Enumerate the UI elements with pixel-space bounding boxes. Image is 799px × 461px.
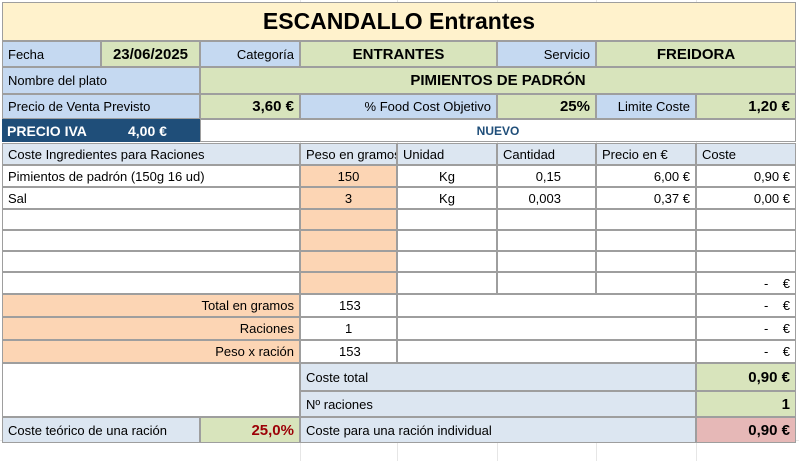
col-header-unidad: Unidad xyxy=(397,143,497,165)
precio-cell[interactable]: 0,37 € xyxy=(596,187,696,209)
col-header-cantidad: Cantidad xyxy=(497,143,596,165)
col-header-precio: Precio en € xyxy=(596,143,696,165)
cantidad-cell[interactable]: 0,003 xyxy=(497,187,596,209)
ingrediente-cell[interactable] xyxy=(2,251,300,272)
limite-value[interactable]: 1,20 € xyxy=(696,94,796,119)
servicio-value[interactable]: FREIDORA xyxy=(596,41,796,67)
coste-teorico-value: 25,0% xyxy=(200,417,300,443)
spacer-cell xyxy=(397,317,696,340)
peso-cell[interactable] xyxy=(300,272,397,294)
nuevo-label: NUEVO xyxy=(200,119,796,142)
ingrediente-cell[interactable] xyxy=(2,209,300,230)
cantidad-cell[interactable] xyxy=(497,272,596,294)
coste-cell xyxy=(696,209,796,230)
page-title: ESCANDALLO Entrantes xyxy=(2,2,796,41)
precio-cell[interactable] xyxy=(596,230,696,251)
coste-total-label: Coste total xyxy=(300,363,696,391)
spacer-cell xyxy=(397,294,696,317)
n-raciones-value: 1 xyxy=(696,391,796,417)
col-header-peso: Peso en gramos xyxy=(300,143,397,165)
precio-cell[interactable]: 6,00 € xyxy=(596,165,696,187)
unidad-cell[interactable] xyxy=(397,209,497,230)
coste-dash: - € xyxy=(696,317,796,340)
unidad-cell[interactable] xyxy=(397,230,497,251)
unidad-cell[interactable]: Kg xyxy=(397,165,497,187)
raciones-value[interactable]: 1 xyxy=(300,317,397,340)
ingrediente-cell[interactable] xyxy=(2,272,300,294)
coste-cell: 0,00 € xyxy=(696,187,796,209)
precio-value[interactable]: 3,60 € xyxy=(200,94,300,119)
precio-cell[interactable] xyxy=(596,251,696,272)
peso-racion-value: 153 xyxy=(300,340,397,363)
iva-value: 4,00 € xyxy=(123,119,200,142)
raciones-label: Raciones xyxy=(2,317,300,340)
unidad-cell[interactable] xyxy=(397,251,497,272)
servicio-label: Servicio xyxy=(497,41,596,67)
peso-racion-label: Peso x ración xyxy=(2,340,300,363)
coste-teorico-label: Coste teórico de una ración xyxy=(2,417,200,443)
foodcost-label: % Food Cost Objetivo xyxy=(300,94,497,119)
coste-cell xyxy=(696,230,796,251)
cantidad-cell[interactable] xyxy=(497,251,596,272)
ingrediente-cell[interactable]: Sal xyxy=(2,187,300,209)
total-gramos-label: Total en gramos xyxy=(2,294,300,317)
peso-cell[interactable]: 3 xyxy=(300,187,397,209)
fecha-label: Fecha xyxy=(2,41,101,67)
iva-label: PRECIO IVA xyxy=(2,119,123,142)
precio-cell[interactable] xyxy=(596,209,696,230)
fecha-value[interactable]: 23/06/2025 xyxy=(101,41,200,67)
foodcost-value[interactable]: 25% xyxy=(497,94,596,119)
col-header-coste: Coste xyxy=(696,143,796,165)
peso-cell[interactable] xyxy=(300,209,397,230)
coste-individual-value: 0,90 € xyxy=(696,417,796,443)
peso-cell[interactable]: 150 xyxy=(300,165,397,187)
spacer-cell xyxy=(397,340,696,363)
cantidad-cell[interactable]: 0,15 xyxy=(497,165,596,187)
peso-cell[interactable] xyxy=(300,230,397,251)
col-header-ingredientes: Coste Ingredientes para Raciones xyxy=(2,143,300,165)
nombre-value[interactable]: PIMIENTOS DE PADRÓN xyxy=(200,67,796,94)
cantidad-cell[interactable] xyxy=(497,230,596,251)
precio-label: Precio de Venta Previsto xyxy=(2,94,200,119)
coste-dash: - € xyxy=(696,340,796,363)
precio-cell[interactable] xyxy=(596,272,696,294)
ingrediente-cell[interactable] xyxy=(2,230,300,251)
limite-label: Limite Coste xyxy=(596,94,696,119)
categoria-value[interactable]: ENTRANTES xyxy=(300,41,497,67)
coste-dash: - € xyxy=(696,294,796,317)
ingrediente-cell[interactable]: Pimientos de padrón (150g 16 ud) xyxy=(2,165,300,187)
summary-spacer xyxy=(2,363,300,417)
unidad-cell[interactable]: Kg xyxy=(397,187,497,209)
coste-cell: 0,90 € xyxy=(696,165,796,187)
unidad-cell[interactable] xyxy=(397,272,497,294)
peso-cell[interactable] xyxy=(300,251,397,272)
total-gramos-value: 153 xyxy=(300,294,397,317)
coste-individual-label: Coste para una ración individual xyxy=(300,417,696,443)
coste-cell: - € xyxy=(696,272,796,294)
nombre-label: Nombre del plato xyxy=(2,67,200,94)
categoria-label: Categoría xyxy=(200,41,300,67)
cantidad-cell[interactable] xyxy=(497,209,596,230)
coste-cell xyxy=(696,251,796,272)
coste-total-value: 0,90 € xyxy=(696,363,796,391)
n-raciones-label: Nº raciones xyxy=(300,391,696,417)
